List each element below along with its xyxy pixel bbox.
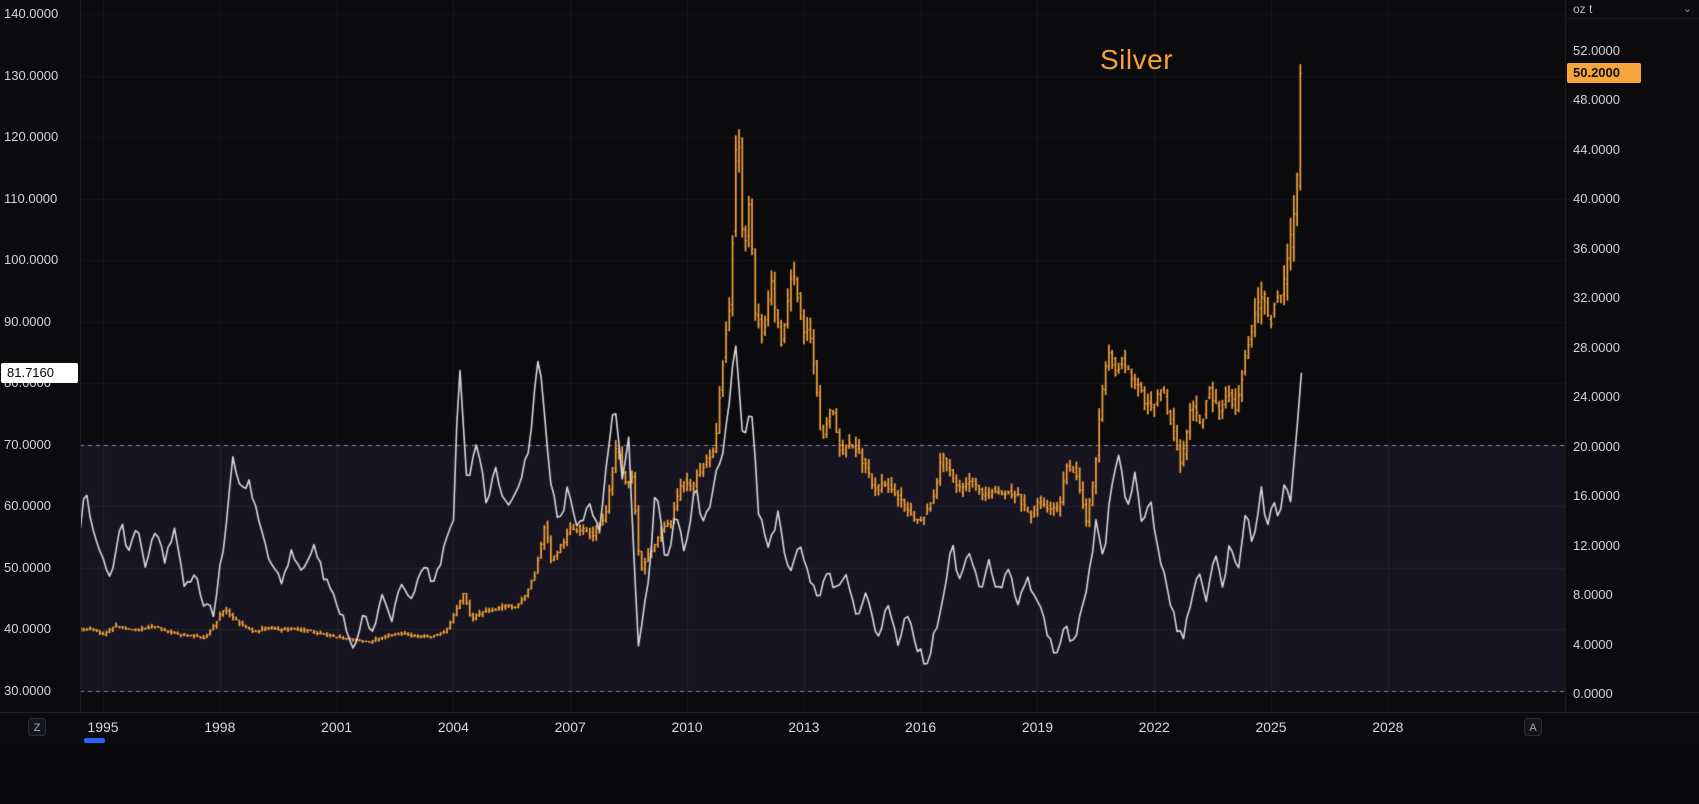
right-axis-tick-label: 44.0000: [1573, 141, 1620, 157]
right-axis-tick-label: 0.0000: [1573, 685, 1613, 701]
right-axis-tick-label: 16.0000: [1573, 488, 1620, 504]
time-axis-tick-label: 2007: [554, 719, 586, 735]
page-background: [0, 743, 1699, 804]
left-axis-tick-label: 70.0000: [4, 436, 51, 452]
unit-label: oz t: [1573, 2, 1593, 16]
timezone-button[interactable]: Z: [28, 718, 46, 736]
right-price-axis[interactable]: oz t ⌄ 50.2000 52.0000 48.0000 44.0000 40.0…: [1565, 0, 1699, 712]
left-axis-tick-label: 110.0000: [4, 190, 58, 206]
right-axis-tick-label: 4.0000: [1573, 636, 1613, 652]
timeline-scroll-thumb[interactable]: [84, 738, 105, 743]
time-axis-tick-label: 1995: [87, 719, 119, 735]
time-axis-tick-label: 2019: [1021, 719, 1054, 735]
right-axis-tick-label: 28.0000: [1573, 339, 1620, 355]
chevron-down-icon: ⌄: [1682, 3, 1692, 15]
right-axis-tick-label: 20.0000: [1573, 438, 1620, 454]
last-price-label-silver: 50.2000: [1567, 63, 1641, 84]
right-axis-tick-label: 52.0000: [1573, 42, 1620, 58]
left-axis-tick-label: 100.0000: [4, 252, 59, 268]
time-axis-tick-label: 2028: [1372, 719, 1404, 735]
right-axis-tick-label: 12.0000: [1573, 537, 1620, 553]
left-price-axis[interactable]: 81.7160 140.0000 130.0000 120.0000 110.0000…: [0, 0, 81, 712]
left-axis-tick-label: 140.0000: [4, 5, 59, 21]
left-axis-tick-label: 90.0000: [4, 313, 51, 329]
time-axis-tick-label: 2004: [437, 719, 469, 735]
time-axis-tick-label: 2022: [1138, 719, 1170, 735]
time-axis-tick-label: 2025: [1255, 719, 1287, 735]
time-axis-tick-label: 2016: [905, 719, 937, 735]
price-chart-canvas[interactable]: [80, 0, 1565, 712]
left-axis-tick-label: 30.0000: [4, 683, 51, 698]
unit-selector[interactable]: oz t ⌄: [1566, 0, 1699, 19]
chart-plot-area: Silver: [80, 0, 1565, 712]
left-axis-tick-label: 60.0000: [4, 498, 51, 514]
time-axis[interactable]: Z A 1995 1998 2001 2004 2007 2010 2013 2016 2019…: [0, 712, 1699, 744]
time-axis-tick-label: 1998: [204, 719, 236, 735]
left-axis-tick-label: 40.0000: [4, 621, 51, 637]
left-axis-tick-label: 130.0000: [4, 67, 59, 83]
time-axis-tick-label: 2013: [788, 719, 820, 735]
auto-scale-button[interactable]: A: [1524, 718, 1542, 736]
right-axis-tick-label: 36.0000: [1573, 240, 1620, 256]
right-axis-tick-label: 32.0000: [1573, 290, 1620, 306]
right-axis-tick-label: 8.0000: [1573, 587, 1613, 603]
last-price-label-line: 81.7160: [1, 362, 78, 383]
right-axis-tick-label: 24.0000: [1573, 389, 1620, 405]
left-axis-tick-label: 120.0000: [4, 129, 59, 145]
right-axis-tick-label: 40.0000: [1573, 191, 1620, 207]
right-axis-tick-label: 48.0000: [1573, 92, 1620, 108]
time-axis-tick-label: 2001: [321, 719, 353, 735]
left-axis-tick-label: 50.0000: [4, 559, 51, 575]
time-axis-tick-label: 2010: [671, 719, 703, 735]
